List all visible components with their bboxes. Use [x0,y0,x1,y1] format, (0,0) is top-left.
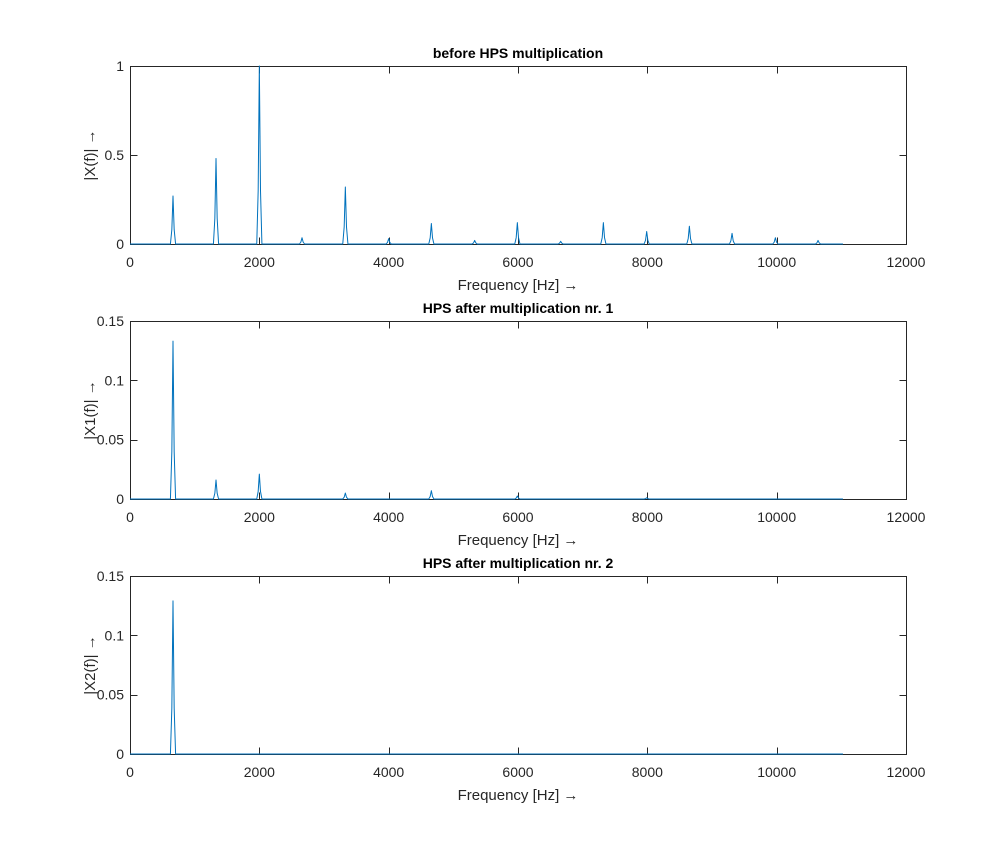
y-tick-label: 0.1 [105,627,125,643]
axes-box [130,576,907,755]
y-tick-label: 0 [116,236,124,252]
y-tick-label: 0.15 [97,568,124,584]
y-tick-label: 1 [116,58,124,74]
x-tick-label: 8000 [632,764,663,780]
x-tick-label: 6000 [502,764,533,780]
y-tick-label: 0 [116,746,124,762]
x-tick-label: 8000 [632,254,663,270]
y-tick-label: 0.05 [97,432,124,448]
x-tick-label: 2000 [244,509,275,525]
series-line-1 [130,340,843,500]
subplot-2: 0 2000 4000 6000 8000 10000 12000 0 0.05 0.1 0.15 H… [82,300,926,549]
y-tick-label: 0.15 [97,313,124,329]
x-tick-label: 4000 [373,764,404,780]
x-tick-label: 12000 [887,509,926,525]
x-tick-label: 2000 [244,254,275,270]
x-tick-label: 6000 [502,254,533,270]
axes-box [130,321,907,500]
x-tick-label: 0 [126,254,134,270]
chart-title: HPS after multiplication nr. 1 [423,300,614,316]
y-tick-label: 0.05 [97,687,124,703]
series-line-1 [130,600,843,755]
x-tick-label: 10000 [757,509,796,525]
y-axis-label: |X2(f)| → [82,635,99,694]
y-tick-label: 0.5 [105,147,125,163]
chart-title: before HPS multiplication [433,45,603,61]
chart-title: HPS after multiplication nr. 2 [423,555,614,571]
x-tick-label: 10000 [757,764,796,780]
x-tick-label: 8000 [632,509,663,525]
x-axis-label: Frequency [Hz] → [458,787,579,804]
y-tick-label: 0 [116,491,124,507]
y-axis-label: |X1(f)| → [82,380,99,439]
subplot-1: 0 2000 4000 6000 8000 10000 12000 0 0.5 1 before H… [82,45,926,294]
x-axis-label: Frequency [Hz] → [458,277,579,294]
y-tick-label: 0.1 [105,372,125,388]
x-tick-label: 10000 [757,254,796,270]
x-tick-label: 0 [126,764,134,780]
x-axis-label: Frequency [Hz] → [458,532,579,549]
y-axis-label: |X(f)| → [82,129,99,180]
x-tick-label: 2000 [244,764,275,780]
x-tick-label: 4000 [373,254,404,270]
x-tick-label: 12000 [887,764,926,780]
x-tick-label: 0 [126,509,134,525]
subplot-3: 0 2000 4000 6000 8000 10000 12000 0 0.05 0.1 0.15 H… [82,555,926,804]
axes-box [130,66,907,245]
x-tick-label: 6000 [502,509,533,525]
series-line-1 [130,65,843,245]
x-tick-label: 12000 [887,254,926,270]
x-tick-label: 4000 [373,509,404,525]
